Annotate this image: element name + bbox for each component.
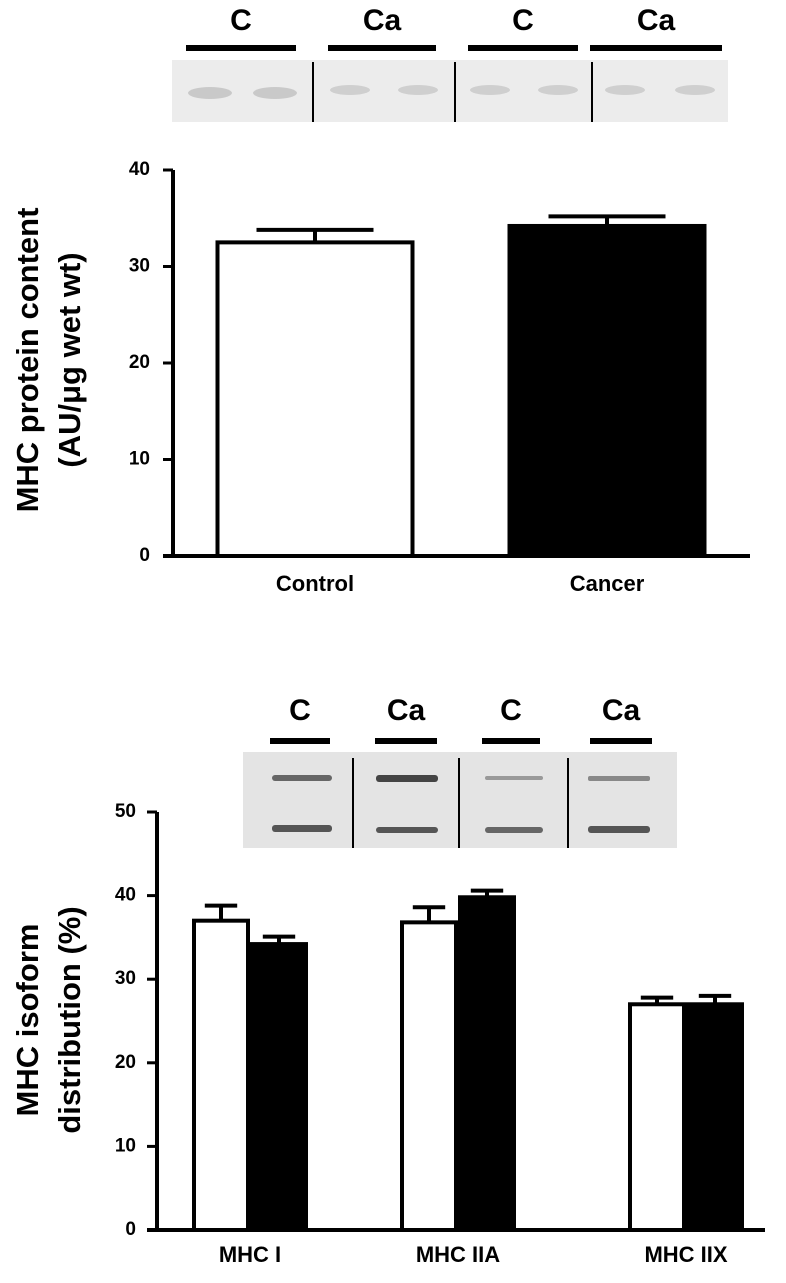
blot-image <box>172 60 728 122</box>
x-tick-label: MHC IIX <box>644 1242 727 1267</box>
x-tick-label: Control <box>276 571 354 596</box>
lane-label: C <box>500 694 522 727</box>
lane-label: C <box>289 694 311 727</box>
y-tick-label: 50 <box>115 801 136 822</box>
bar <box>686 1002 744 1233</box>
y-tick-label: 10 <box>129 449 150 470</box>
y-axis-label: MHC isoform <box>10 924 45 1117</box>
lane-label: Ca <box>387 694 426 727</box>
bar <box>507 223 707 558</box>
x-tick-label: MHC IIA <box>416 1242 500 1267</box>
bar <box>400 920 458 1232</box>
bar <box>215 240 415 558</box>
y-axis-label: (AU/μg wet wt) <box>52 252 87 467</box>
lane-label: Ca <box>602 694 641 727</box>
y-tick-label: 20 <box>129 352 150 373</box>
y-tick-label: 40 <box>115 885 136 906</box>
bar <box>250 942 308 1232</box>
lane-label: Ca <box>363 4 402 37</box>
bar <box>628 1002 686 1233</box>
y-tick-label: 30 <box>129 256 150 277</box>
bar <box>458 895 516 1232</box>
y-tick-label: 20 <box>115 1052 136 1073</box>
lane-label: C <box>230 4 252 37</box>
lane-label: C <box>512 4 534 37</box>
y-tick-label: 10 <box>115 1135 136 1156</box>
y-axis-label: MHC protein content <box>10 208 45 513</box>
y-tick-label: 30 <box>115 968 136 989</box>
y-tick-label: 40 <box>129 159 150 180</box>
x-tick-label: MHC I <box>219 1242 281 1267</box>
y-axis-label: distribution (%) <box>52 906 87 1133</box>
x-tick-label: Cancer <box>570 571 645 596</box>
bar <box>192 918 250 1232</box>
lane-label: Ca <box>637 4 676 37</box>
y-tick-label: 0 <box>139 545 150 566</box>
y-tick-label: 0 <box>125 1219 136 1240</box>
blot-image <box>243 752 677 848</box>
